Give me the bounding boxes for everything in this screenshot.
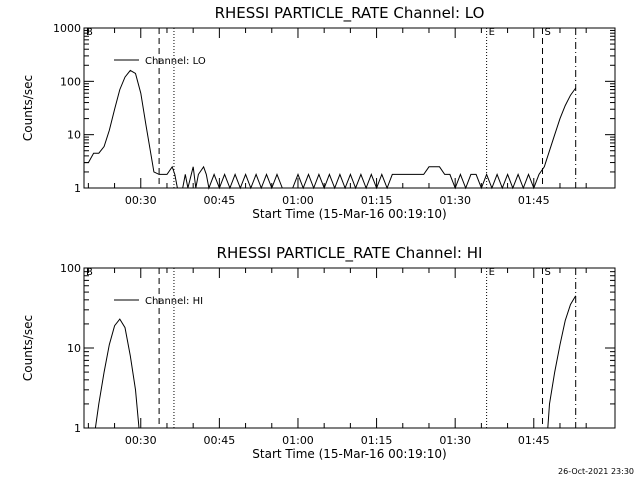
y-axis-label: Counts/sec [21, 75, 35, 141]
x-tick-label: 01:30 [439, 194, 471, 207]
x-tick-label: 00:45 [204, 194, 236, 207]
x-axis-label: Start Time (15-Mar-16 00:19:10) [252, 207, 446, 221]
event-marker-label: S [545, 267, 551, 278]
event-marker-label: S [545, 27, 551, 38]
y-tick-label: 100 [60, 75, 81, 88]
event-marker-label: E [489, 27, 495, 38]
plot-frame [83, 27, 616, 189]
y-tick-label: 10 [67, 129, 81, 142]
y-tick-label: 1000 [53, 22, 81, 35]
x-tick-label: 01:30 [439, 434, 471, 447]
event-marker-label: E [489, 267, 495, 278]
event-marker-label: B [86, 267, 93, 278]
x-axis-label: Start Time (15-Mar-16 00:19:10) [252, 447, 446, 461]
footer-timestamp: 26-Oct-2021 23:30 [558, 467, 634, 476]
x-tick-label: 01:00 [282, 434, 314, 447]
x-tick-label: 01:15 [361, 194, 393, 207]
y-axis-label: Counts/sec [21, 315, 35, 381]
y-tick-label: 1 [74, 182, 81, 195]
y-tick-label: 100 [60, 262, 81, 275]
x-tick-label: 01:00 [282, 194, 314, 207]
plot-frame [83, 267, 616, 429]
x-tick-label: 01:45 [518, 434, 550, 447]
event-marker-label: B [86, 27, 93, 38]
chart-panel-hi: RHESSI PARTICLE_RATE Channel: HI 1 10 100 00… [21, 244, 616, 461]
legend-label: Channel: LO [145, 56, 206, 67]
y-tick-label: 10 [67, 342, 81, 355]
x-tick-label: 00:30 [125, 434, 157, 447]
x-tick-label: 01:15 [361, 434, 393, 447]
x-tick-label: 00:30 [125, 194, 157, 207]
chart-panel-lo: RHESSI PARTICLE_RATE Channel: LO 1 10 100 10… [21, 4, 616, 221]
y-tick-label: 1 [74, 422, 81, 435]
x-tick-label: 01:45 [518, 194, 550, 207]
chart-title: RHESSI PARTICLE_RATE Channel: HI [217, 244, 483, 263]
legend-label: Channel: HI [145, 296, 203, 307]
chart-title: RHESSI PARTICLE_RATE Channel: LO [215, 4, 485, 23]
data-series-line [94, 318, 140, 429]
data-series-line [547, 295, 577, 429]
data-series-line [84, 69, 577, 190]
x-tick-label: 00:45 [204, 434, 236, 447]
